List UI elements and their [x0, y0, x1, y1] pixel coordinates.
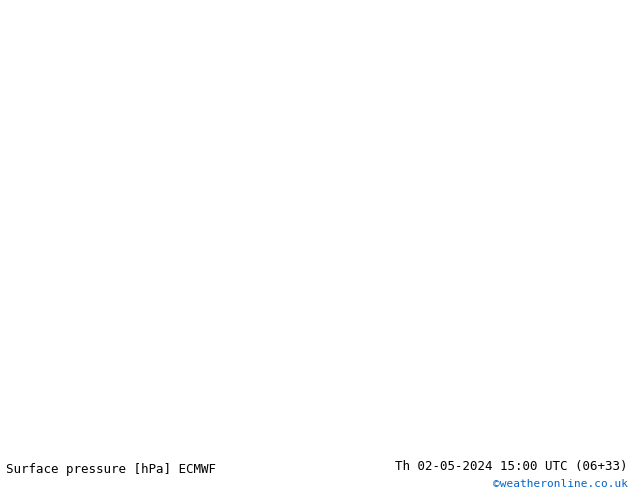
Text: Surface pressure [hPa] ECMWF: Surface pressure [hPa] ECMWF: [6, 463, 216, 476]
Text: ©weatheronline.co.uk: ©weatheronline.co.uk: [493, 480, 628, 490]
Text: Th 02-05-2024 15:00 UTC (06+33): Th 02-05-2024 15:00 UTC (06+33): [395, 460, 628, 473]
